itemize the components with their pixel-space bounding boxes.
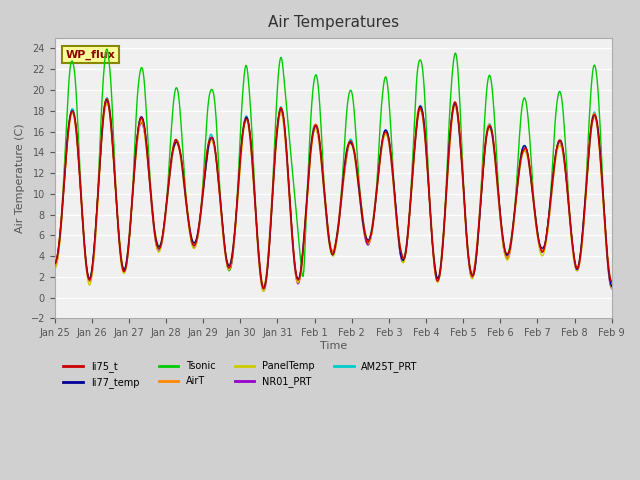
NR01_PRT — [117, 255, 125, 261]
NR01_PRT — [269, 194, 276, 200]
NR01_PRT — [220, 231, 227, 237]
Tsonic — [392, 209, 400, 215]
Tsonic — [259, 286, 267, 291]
Tsonic — [117, 250, 125, 256]
PanelTemp — [269, 195, 276, 201]
Tsonic — [247, 108, 255, 114]
PanelTemp — [117, 258, 125, 264]
li75_t — [51, 261, 58, 267]
NR01_PRT — [103, 99, 111, 105]
Line: NR01_PRT: NR01_PRT — [54, 102, 612, 291]
AM25T_PRT — [260, 285, 268, 290]
NR01_PRT — [260, 288, 268, 294]
li77_temp — [51, 261, 58, 267]
Title: Air Temperatures: Air Temperatures — [268, 15, 399, 30]
AM25T_PRT — [247, 138, 255, 144]
Y-axis label: Air Temperature (C): Air Temperature (C) — [15, 123, 25, 233]
AirT — [608, 280, 616, 286]
PanelTemp — [51, 266, 58, 272]
li75_t — [247, 139, 255, 144]
li75_t — [608, 279, 616, 285]
PanelTemp — [247, 143, 255, 149]
li75_t — [220, 229, 227, 235]
Line: Tsonic: Tsonic — [54, 49, 612, 288]
AM25T_PRT — [608, 280, 616, 286]
li77_temp — [220, 228, 227, 234]
AM25T_PRT — [392, 206, 400, 212]
Tsonic — [608, 282, 616, 288]
li77_temp — [260, 285, 268, 291]
Line: AirT: AirT — [54, 99, 612, 287]
PanelTemp — [103, 100, 111, 106]
Line: li75_t: li75_t — [54, 99, 612, 288]
NR01_PRT — [247, 142, 255, 147]
li77_temp — [117, 253, 125, 259]
AirT — [269, 190, 276, 196]
li77_temp — [392, 206, 400, 212]
AM25T_PRT — [117, 252, 125, 258]
PanelTemp — [220, 233, 227, 239]
PanelTemp — [608, 286, 616, 291]
Line: AM25T_PRT: AM25T_PRT — [54, 97, 612, 288]
Tsonic — [424, 145, 431, 151]
AirT — [117, 252, 125, 258]
AirT — [247, 140, 255, 145]
AirT — [220, 230, 227, 236]
Tsonic — [51, 264, 58, 270]
NR01_PRT — [424, 164, 431, 170]
li77_temp — [424, 160, 431, 166]
li77_temp — [247, 139, 255, 144]
Tsonic — [220, 228, 227, 233]
Text: WP_flux: WP_flux — [66, 50, 116, 60]
li77_temp — [269, 192, 276, 197]
AirT — [424, 162, 431, 168]
Line: li77_temp: li77_temp — [54, 99, 612, 288]
Line: PanelTemp: PanelTemp — [54, 103, 612, 291]
AM25T_PRT — [220, 229, 227, 235]
PanelTemp — [392, 212, 400, 218]
AirT — [260, 284, 268, 290]
li75_t — [260, 286, 268, 291]
li75_t — [424, 162, 431, 168]
X-axis label: Time: Time — [319, 341, 347, 351]
AM25T_PRT — [51, 260, 58, 266]
Tsonic — [103, 46, 111, 52]
AM25T_PRT — [103, 95, 111, 100]
AirT — [392, 209, 400, 215]
PanelTemp — [259, 288, 267, 294]
li75_t — [103, 96, 111, 102]
Legend: li75_t, li77_temp, Tsonic, AirT, PanelTemp, NR01_PRT, AM25T_PRT: li75_t, li77_temp, Tsonic, AirT, PanelTe… — [60, 358, 422, 392]
li77_temp — [608, 284, 616, 289]
li77_temp — [103, 96, 111, 102]
Tsonic — [269, 186, 276, 192]
NR01_PRT — [51, 265, 58, 271]
li75_t — [117, 253, 125, 259]
AM25T_PRT — [269, 190, 276, 196]
li75_t — [269, 191, 276, 197]
NR01_PRT — [392, 209, 400, 215]
NR01_PRT — [608, 286, 616, 291]
PanelTemp — [424, 164, 431, 169]
li75_t — [392, 210, 400, 216]
AirT — [51, 263, 58, 268]
AM25T_PRT — [424, 160, 431, 166]
AirT — [103, 96, 111, 102]
